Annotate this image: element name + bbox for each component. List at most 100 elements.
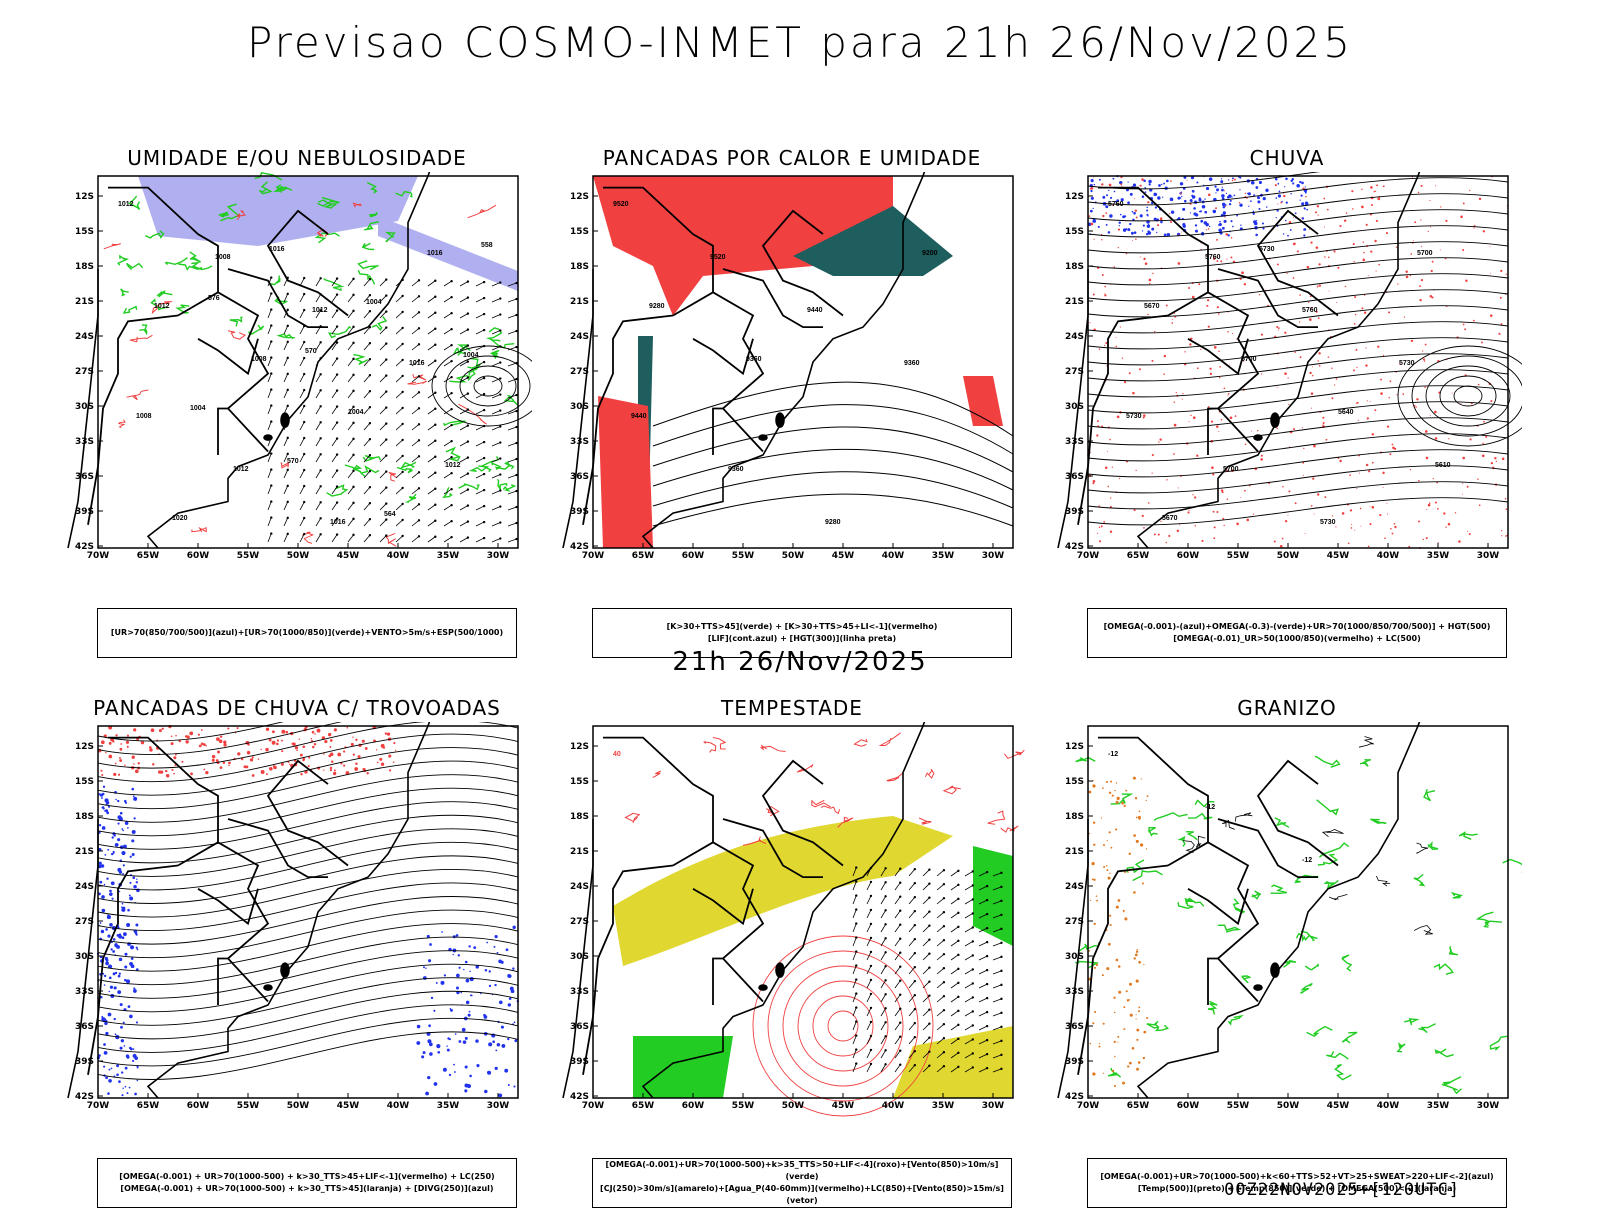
wind850-vector: [964, 983, 973, 989]
thunderstorm-red-cell: [185, 740, 189, 744]
water-vapor-contour: [886, 772, 904, 782]
wind850-vector: [936, 883, 945, 891]
humidity-lower-contour: [400, 461, 417, 469]
lon-label: 30W: [1477, 1101, 1500, 1111]
divergence-blue-cell: [109, 889, 112, 893]
omega-blue-cell: [1221, 202, 1226, 207]
legend-line: [OMEGA(-0.01)_UR>50(1000/850)(vermelho) …: [1173, 634, 1421, 643]
omega-red-cell: [1105, 341, 1108, 345]
wind-vector: [335, 325, 339, 328]
divergence-blue-cell: [133, 830, 136, 833]
thunderstorm-red-cell: [285, 730, 289, 734]
humidity-lower-contour: [323, 278, 345, 292]
omega-blue-cell: [1212, 209, 1217, 214]
wind-vector: [401, 342, 404, 346]
omega500-orange-cell: [1128, 982, 1132, 986]
omega-red-cell: [1180, 192, 1182, 195]
wind-vector: [363, 502, 371, 511]
wind850-vector: [908, 966, 916, 975]
lat-label: 15S: [75, 777, 94, 787]
omega-blue-cell: [1144, 186, 1147, 189]
wind-vector: [283, 389, 289, 399]
omega500-orange-cell: [1146, 1017, 1149, 1020]
humidity-lower-contour: [443, 420, 466, 427]
divergence-blue-cell: [462, 1040, 467, 1044]
omega-red-cell: [1284, 372, 1287, 375]
wind-vector: [395, 423, 403, 431]
wind-vector: [299, 485, 305, 495]
omega-red-cell: [1315, 310, 1318, 313]
water-vapor-contour: [759, 744, 786, 752]
omega-red-cell: [1432, 477, 1435, 480]
humidity-lower-contour: [490, 461, 511, 471]
temp850-contour: [1458, 831, 1478, 840]
omega500-orange-cell: [1110, 780, 1113, 783]
wind-vector: [335, 501, 339, 504]
omega-red-cell: [1218, 350, 1220, 352]
thunderstorm-red-cell: [388, 754, 392, 758]
wind850-vector: [908, 896, 916, 905]
wind850-vector: [884, 979, 887, 982]
lat-label: 30S: [1065, 402, 1084, 412]
omega500-orange-cell: [1138, 810, 1141, 813]
thunderstorm-red-cell: [272, 765, 276, 768]
omega-red-cell: [1478, 504, 1481, 507]
divergence-blue-cell: [454, 1071, 456, 1073]
divergence-blue-cell: [130, 957, 134, 960]
omega-red-cell: [1166, 479, 1168, 481]
wind-vector: [379, 391, 387, 399]
omega-red-cell: [1213, 345, 1217, 349]
omega-red-cell: [1443, 512, 1446, 515]
omega-red-cell: [1465, 279, 1468, 282]
wind-vector: [434, 407, 437, 410]
wind850-vector: [922, 953, 930, 961]
omega500-orange-cell: [1145, 848, 1148, 850]
divergence-blue-cell: [112, 950, 116, 953]
thunderstorm-red-cell: [152, 763, 155, 766]
thunderstorm-red-cell: [131, 755, 135, 759]
lc850-contour: [797, 980, 889, 1072]
thunderstorm-red-cell: [260, 770, 265, 774]
thunderstorm-red-cell: [380, 743, 385, 748]
wind850-vector: [978, 969, 988, 975]
wind-vector: [335, 469, 339, 472]
wind850-vector: [908, 994, 916, 1003]
divergence-blue-cell: [422, 1051, 426, 1055]
wind-vector: [482, 408, 486, 412]
omega-red-cell: [1282, 486, 1284, 488]
wind-vector: [270, 308, 273, 311]
wind850-vector: [936, 1037, 945, 1045]
divergence-blue-cell: [507, 1003, 512, 1007]
wind-vector: [491, 346, 501, 351]
divergence-blue-cell: [449, 1008, 452, 1010]
thunderstorm-red-cell: [137, 762, 140, 765]
omega-red-cell: [1132, 391, 1135, 395]
thunderstorm-red-cell: [158, 770, 162, 774]
omega-red-cell: [1206, 299, 1210, 302]
omega-blue-cell: [1282, 233, 1285, 235]
omega-red-cell: [1374, 239, 1377, 243]
omega-red-cell: [1108, 183, 1112, 187]
omega500-orange-cell: [1100, 817, 1103, 819]
contour-label: 5700: [1223, 466, 1239, 473]
omega-red-cell: [1292, 428, 1295, 431]
lon-label: 50W: [287, 551, 310, 561]
wind850-vector: [971, 1024, 974, 1027]
wind-vector: [267, 485, 272, 495]
water-vapor-contour: [742, 836, 767, 846]
omega-red-cell: [1409, 274, 1412, 277]
omega-blue-cell: [1129, 192, 1133, 196]
omega-red-cell: [1324, 496, 1327, 499]
divergence-blue-cell: [456, 973, 460, 978]
omega-red-cell: [1147, 201, 1150, 204]
thunderstorm-red-cell: [170, 742, 174, 746]
jet250-yellow-area: [613, 816, 953, 966]
divergence-blue-cell: [487, 1071, 489, 1073]
omega-red-cell: [1390, 527, 1392, 530]
thunderstorm-red-cell: [246, 750, 251, 755]
divergence-blue-cell: [132, 795, 135, 798]
wind850-vector: [866, 923, 872, 933]
omega500-orange-cell: [1093, 922, 1096, 925]
water-vapor-contour: [703, 741, 717, 753]
omega-red-cell: [1370, 250, 1373, 253]
